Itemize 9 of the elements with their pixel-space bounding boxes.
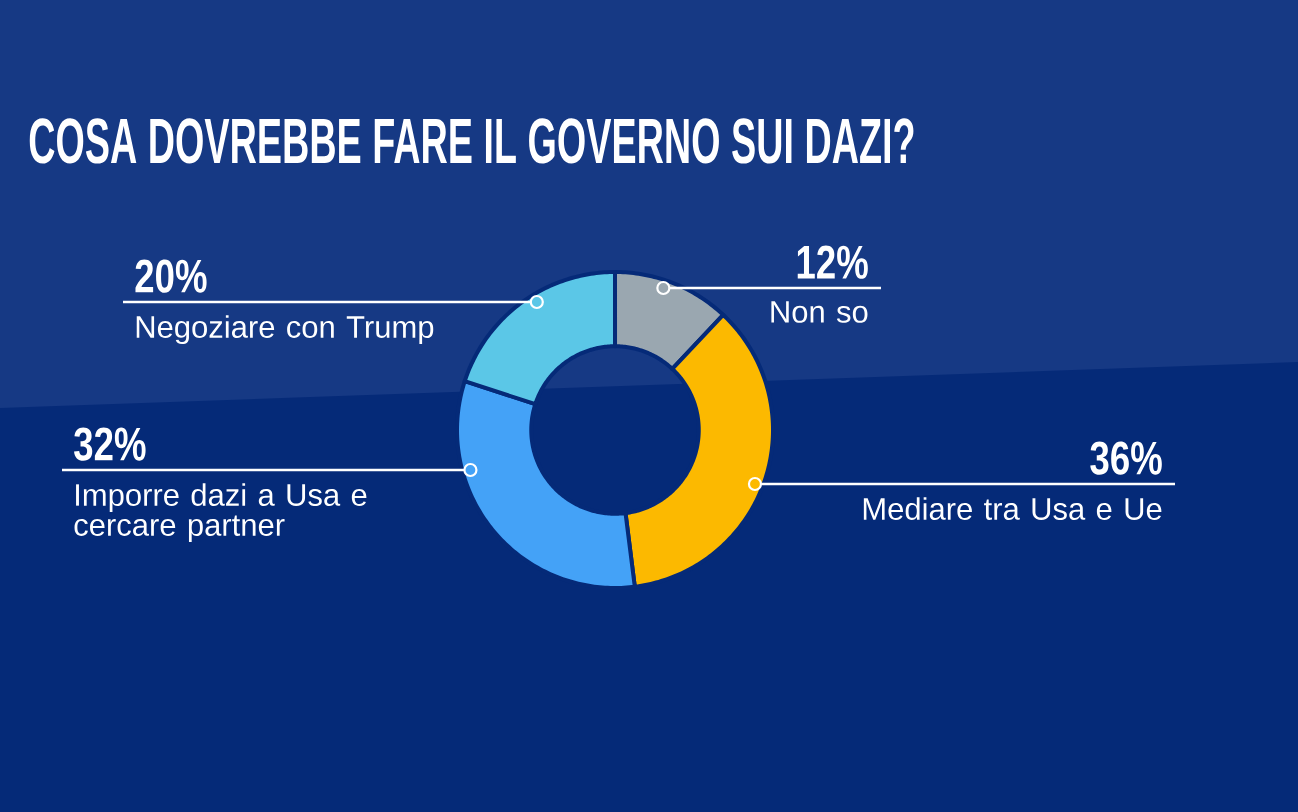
slice-label: Non so	[771, 301, 868, 323]
slice-label: Imporre dazi a Usa e cercare partner	[74, 483, 367, 543]
data-label: 12%	[797, 245, 868, 279]
data-label: 36%	[1090, 441, 1162, 475]
slice-label: Negoziare con Trump	[136, 315, 434, 345]
data-label: 32%	[74, 427, 146, 461]
slice-label: Mediare tra Usa e Ue	[863, 497, 1162, 520]
data-label: 20%	[135, 259, 207, 293]
chart-title: COSA DOVREBBE FARE IL GOVERNO SUI DAZI?	[29, 118, 914, 164]
